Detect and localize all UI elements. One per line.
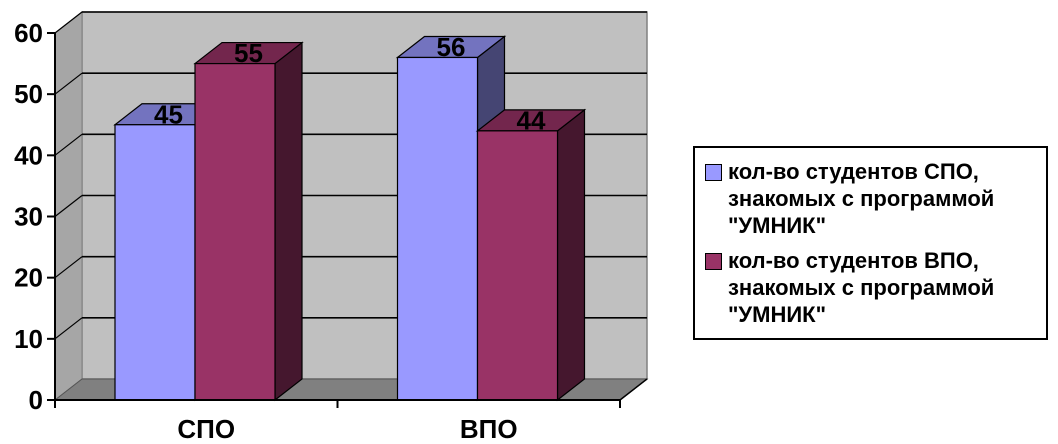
y-tick-label: 10 xyxy=(14,324,43,354)
legend-item-spo: кол-во студентов СПО, знакомых с програм… xyxy=(705,158,1038,239)
gridline-side xyxy=(54,72,83,95)
bars xyxy=(113,35,587,402)
category-label: ВПО xyxy=(460,414,518,444)
bar-front-face xyxy=(114,124,196,401)
bar-chart: 0 10 20 30 40 50 60 СПО ВПО 45 55 56 44 xyxy=(14,10,649,444)
bar-side-face xyxy=(556,108,586,402)
y-tick-label: 0 xyxy=(29,385,43,415)
category-label: СПО xyxy=(177,414,235,444)
gridline-side xyxy=(54,317,83,340)
legend-label-vpo: кол-во студентов ВПО, знакомых с програм… xyxy=(728,248,995,327)
y-tick-label: 30 xyxy=(14,202,43,232)
bar-side-face xyxy=(274,41,303,402)
category-labels: СПО ВПО xyxy=(177,414,517,444)
legend-swatch-vpo xyxy=(705,253,722,270)
legend: кол-во студентов СПО, знакомых с програм… xyxy=(693,146,1048,340)
bar-vpo-vpo xyxy=(475,108,587,402)
legend-item-vpo: кол-во студентов ВПО, знакомых с програм… xyxy=(705,247,1038,328)
bar-front-face xyxy=(396,56,479,401)
data-labels: 45 55 56 44 xyxy=(154,32,546,135)
legend-swatch-spo xyxy=(705,164,722,181)
data-label: 44 xyxy=(517,105,546,135)
bar-front-face xyxy=(476,130,559,401)
data-label: 45 xyxy=(154,99,183,129)
legend-label-spo: кол-во студентов СПО, знакомых с програм… xyxy=(728,159,995,238)
y-axis-ticks: 0 10 20 30 40 50 60 xyxy=(14,18,55,415)
bar-vpo-spo xyxy=(193,41,304,402)
bar-front-face xyxy=(194,62,276,401)
y-tick-label: 20 xyxy=(14,263,43,293)
gridline-side xyxy=(54,256,83,279)
y-tick-label: 50 xyxy=(14,79,43,109)
gridline-side xyxy=(54,11,83,34)
data-label: 56 xyxy=(437,32,466,62)
data-label: 55 xyxy=(234,38,263,68)
gridline-side xyxy=(54,133,83,156)
y-tick-label: 40 xyxy=(14,140,43,170)
floor-edge xyxy=(619,378,648,401)
y-tick-label: 60 xyxy=(14,18,43,48)
gridline-side xyxy=(54,195,83,217)
